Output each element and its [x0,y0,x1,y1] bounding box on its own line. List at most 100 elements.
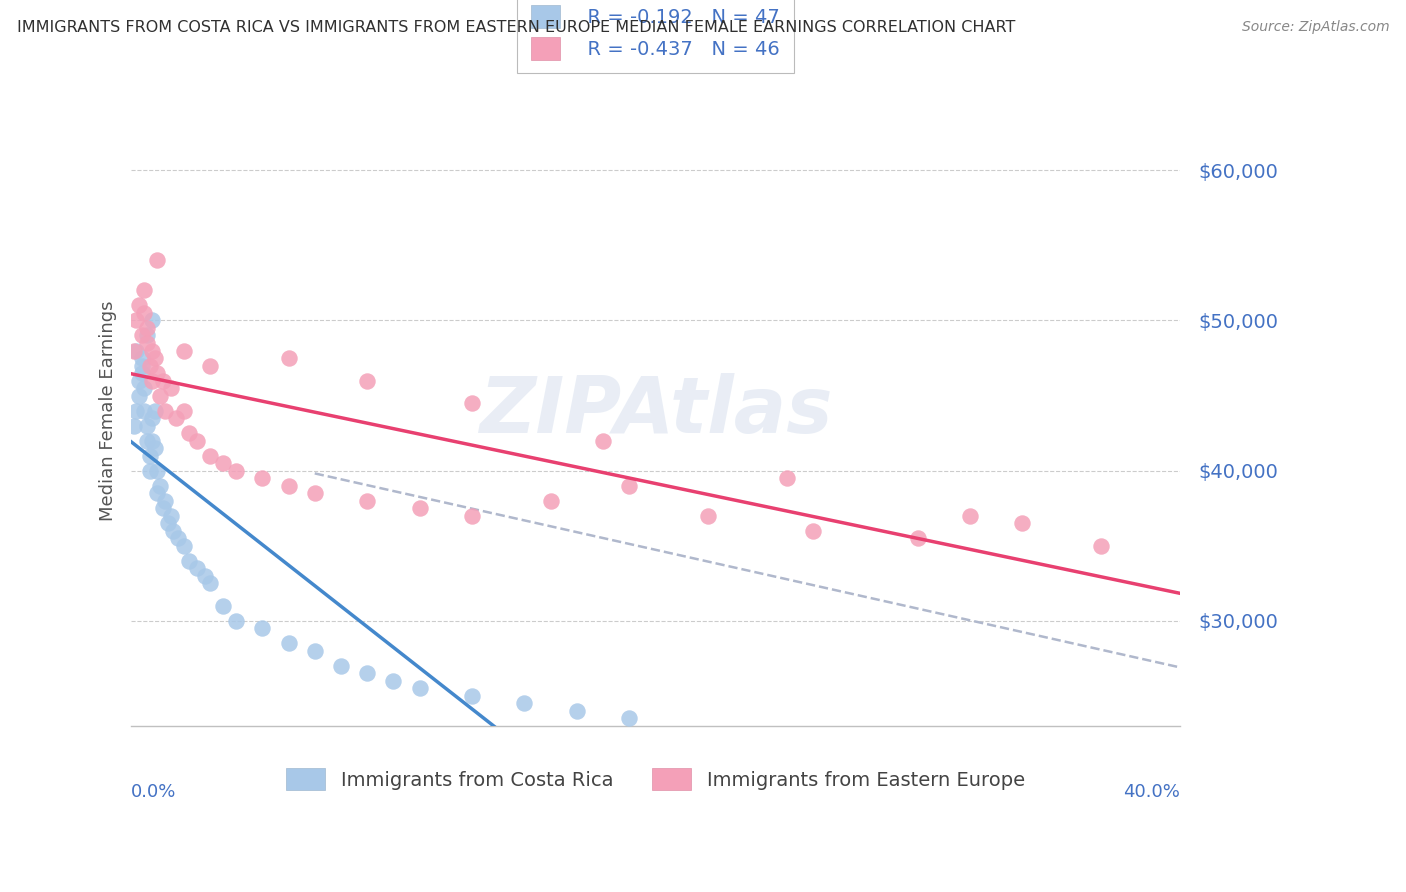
Point [252,471,274,485]
Point [138,449,160,463]
Point [125,343,148,358]
Point [146,464,169,478]
Point [128,388,150,402]
Point [697,508,720,523]
Point [461,508,484,523]
Point [128,298,150,312]
Point [141,374,163,388]
Point [143,441,166,455]
Point [141,343,163,358]
Point [136,434,159,448]
Point [173,343,195,358]
Point [225,614,247,628]
Point [356,493,378,508]
Point [198,576,221,591]
Point [304,644,326,658]
Point [461,689,484,703]
Point [225,464,247,478]
Point [540,493,562,508]
Point [141,313,163,327]
Text: 0.0%: 0.0% [131,782,177,801]
Point [277,351,299,365]
Point [131,359,153,373]
Point [134,306,156,320]
Point [162,524,184,538]
Point [356,374,378,388]
Point [128,374,150,388]
Point [329,658,352,673]
Point [513,696,536,710]
Point [138,359,160,373]
Point [146,486,169,500]
Point [141,411,163,425]
Point [801,524,824,538]
Point [304,486,326,500]
Point [212,456,235,470]
Text: Source: ZipAtlas.com: Source: ZipAtlas.com [1241,20,1389,34]
Point [143,351,166,365]
Point [122,418,145,433]
Text: 40.0%: 40.0% [1123,782,1180,801]
Point [461,396,484,410]
Point [125,403,148,417]
Point [146,253,169,268]
Point [382,673,405,688]
Point [152,374,174,388]
Point [125,313,148,327]
Point [134,403,156,417]
Point [565,704,588,718]
Point [277,478,299,492]
Point [152,501,174,516]
Point [149,478,172,492]
Point [186,561,208,575]
Point [131,351,153,365]
Point [1090,539,1112,553]
Point [136,321,159,335]
Point [177,426,200,441]
Point [165,411,187,425]
Point [173,539,195,553]
Point [408,501,430,516]
Point [252,621,274,635]
Point [136,418,159,433]
Point [141,434,163,448]
Point [592,434,614,448]
Y-axis label: Median Female Earnings: Median Female Earnings [100,301,117,521]
Point [212,599,235,613]
Point [131,366,153,380]
Point [122,343,145,358]
Text: ZIPAtlas: ZIPAtlas [479,373,832,449]
Point [173,403,195,417]
Point [134,284,156,298]
Point [155,403,177,417]
Point [177,554,200,568]
Point [134,381,156,395]
Point [198,359,221,373]
Point [356,666,378,681]
Point [155,493,177,508]
Point [194,568,217,582]
Point [156,516,179,530]
Point [619,478,641,492]
Point [138,464,160,478]
Point [136,336,159,351]
Point [408,681,430,696]
Point [198,449,221,463]
Point [775,471,797,485]
Point [186,434,208,448]
Legend: Immigrants from Costa Rica, Immigrants from Eastern Europe: Immigrants from Costa Rica, Immigrants f… [278,760,1032,798]
Point [136,328,159,343]
Text: IMMIGRANTS FROM COSTA RICA VS IMMIGRANTS FROM EASTERN EUROPE MEDIAN FEMALE EARNI: IMMIGRANTS FROM COSTA RICA VS IMMIGRANTS… [17,20,1015,35]
Point [907,531,929,545]
Point [167,531,190,545]
Point [143,403,166,417]
Point [277,636,299,650]
Point [149,388,172,402]
Point [131,328,153,343]
Point [146,366,169,380]
Point [959,508,981,523]
Point [619,711,641,725]
Point [159,508,181,523]
Point [159,381,181,395]
Point [1011,516,1033,530]
